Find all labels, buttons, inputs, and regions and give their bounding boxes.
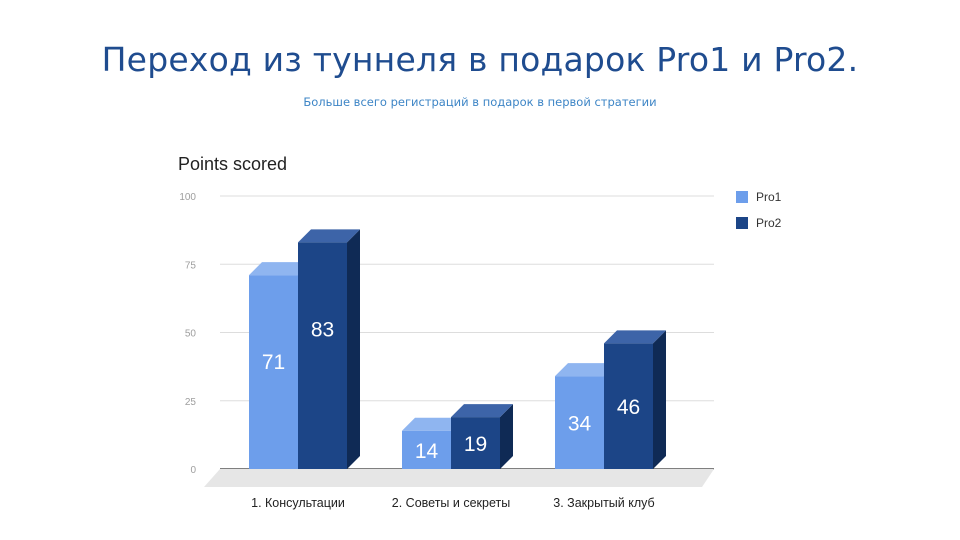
chart-floor xyxy=(204,469,714,487)
bar-top-face xyxy=(298,229,360,243)
x-tick-label: 2. Советы и секреты xyxy=(392,496,510,510)
legend: Pro1 Pro2 xyxy=(736,190,782,230)
legend-label: Pro2 xyxy=(756,216,782,230)
bar-top-face xyxy=(604,330,666,344)
data-label: 83 xyxy=(311,318,334,341)
data-label: 46 xyxy=(617,396,640,419)
chart-floor-plane xyxy=(204,469,714,487)
labels: 71 83 1. Консультации 14 19 2. Советы и секре… xyxy=(251,318,655,510)
bar-pro2 xyxy=(298,242,347,469)
bar-side-face xyxy=(500,404,513,469)
bar-side-face xyxy=(347,229,360,469)
bar-top-face xyxy=(402,417,464,431)
bar-pro1 xyxy=(555,376,604,469)
legend-swatch-pro2 xyxy=(736,217,748,229)
slide-subtitle: Больше всего регистраций в подарок в пер… xyxy=(303,95,657,109)
y-tick-label: 25 xyxy=(185,397,197,408)
y-tick-label: 75 xyxy=(185,260,197,271)
bar-pro1 xyxy=(249,275,298,469)
data-label: 34 xyxy=(568,413,592,436)
bar-side-face xyxy=(653,330,666,469)
y-tick-label: 0 xyxy=(190,465,196,476)
y-tick-label: 50 xyxy=(185,329,197,340)
bar-pro1 xyxy=(402,430,451,469)
x-tick-label: 1. Консультации xyxy=(251,496,345,510)
legend-swatch-pro1 xyxy=(736,191,748,203)
bar-pro2 xyxy=(451,417,500,469)
x-tick-label: 3. Закрытый клуб xyxy=(553,496,654,510)
bars xyxy=(249,229,666,469)
data-label: 19 xyxy=(464,433,487,456)
slide-title: Переход из туннеля в подарок Pro1 и Pro2… xyxy=(101,40,859,79)
bar-top-face xyxy=(451,404,513,418)
legend-label: Pro1 xyxy=(756,190,782,204)
bar-top-face xyxy=(555,363,617,377)
data-label: 14 xyxy=(415,440,439,463)
chart-title: Points scored xyxy=(178,154,287,174)
bar-pro2 xyxy=(604,343,653,469)
data-label: 71 xyxy=(262,351,285,374)
bar-top-face xyxy=(249,262,311,276)
y-tick-label: 100 xyxy=(179,192,196,203)
